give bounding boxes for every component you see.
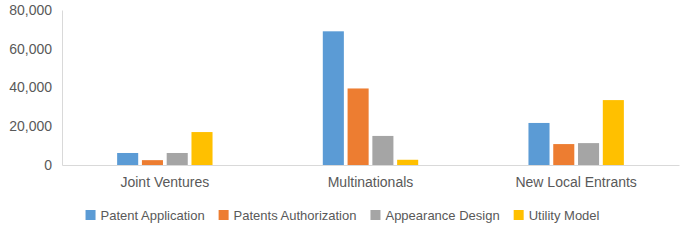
bar	[578, 143, 599, 165]
bar	[528, 123, 549, 165]
y-axis: 0 20,000 40,000 60,000 80,000	[9, 2, 62, 173]
y-tick: 40,000	[9, 79, 62, 95]
legend-item: Utility Model	[514, 208, 600, 223]
legend-label: Appearance Design	[385, 208, 499, 223]
y-axis-line	[62, 11, 63, 166]
bars	[117, 31, 624, 165]
x-tick: Multinationals	[328, 165, 414, 190]
y-tick-label: 40,000	[9, 79, 52, 95]
series	[117, 31, 549, 165]
y-tick-label: 80,000	[9, 2, 52, 18]
bar	[553, 144, 574, 165]
legend: Patent Application Patents Authorization A…	[86, 208, 600, 223]
y-tick: 0	[44, 157, 62, 173]
legend-label: Patents Authorization	[234, 208, 357, 223]
bar	[191, 132, 212, 165]
legend-swatch	[514, 210, 524, 220]
bar	[142, 160, 163, 165]
y-tick-label: 0	[44, 157, 52, 173]
y-tick: 80,000	[9, 2, 62, 18]
x-axis: Joint Ventures Multinationals New Local En…	[63, 165, 680, 190]
series	[142, 88, 574, 165]
series	[191, 100, 623, 165]
legend-swatch	[219, 210, 229, 220]
series	[167, 136, 599, 165]
legend-item: Patents Authorization	[219, 208, 357, 223]
x-tick-label: Multinationals	[328, 174, 414, 190]
bar	[348, 88, 369, 165]
bar	[397, 160, 418, 165]
y-tick: 60,000	[9, 41, 62, 57]
y-tick-label: 20,000	[9, 118, 52, 134]
legend-label: Utility Model	[529, 208, 600, 223]
x-tick: New Local Entrants	[515, 165, 636, 190]
legend-item: Patent Application	[86, 208, 205, 223]
legend-swatch	[86, 210, 96, 220]
legend-item: Appearance Design	[370, 208, 499, 223]
chart: 0 20,000 40,000 60,000 80,000 Joint Ventures M…	[0, 0, 685, 231]
x-tick: Joint Ventures	[120, 165, 209, 190]
bar	[603, 100, 624, 165]
y-tick-label: 60,000	[9, 41, 52, 57]
y-tick: 20,000	[9, 118, 62, 134]
plot: 0 20,000 40,000 60,000 80,000 Joint Ventures M…	[9, 2, 679, 190]
x-tick-label: New Local Entrants	[515, 174, 636, 190]
legend-swatch	[370, 210, 380, 220]
legend-label: Patent Application	[101, 208, 205, 223]
bar	[117, 153, 138, 165]
bar	[167, 153, 188, 165]
x-tick-label: Joint Ventures	[120, 174, 209, 190]
x-axis-line	[63, 165, 680, 166]
bar	[323, 31, 344, 165]
bar	[372, 136, 393, 165]
